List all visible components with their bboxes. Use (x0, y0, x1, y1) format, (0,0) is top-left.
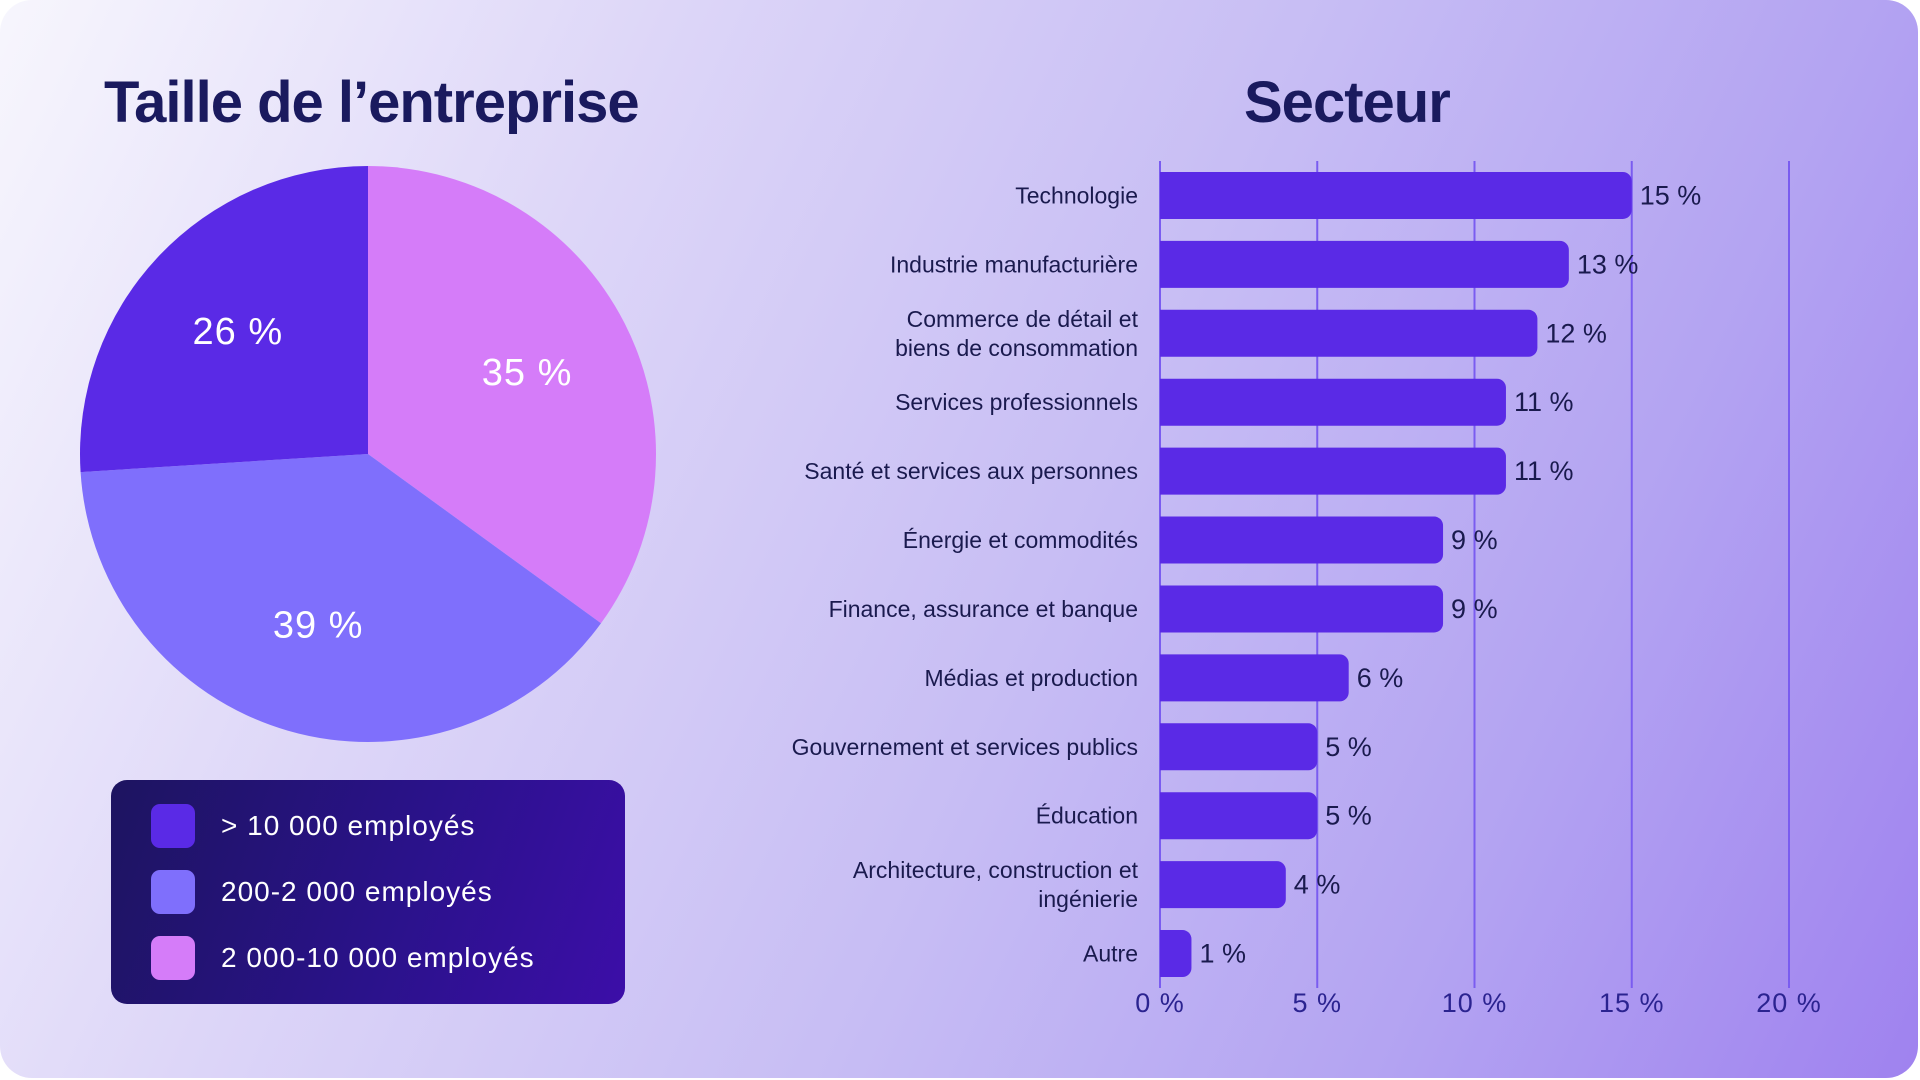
category-label-finance-assurance-et-banque: Finance, assurance et banque (829, 596, 1138, 622)
bar-chart-title: Secteur (1244, 70, 1451, 135)
category-label-medias-et-production: Médias et production (924, 665, 1138, 691)
value-label-services-professionnels: 11 % (1514, 387, 1574, 417)
legend-label-over-10000: > 10 000 employés (221, 810, 476, 841)
legend-item-over-10000: > 10 000 employés (151, 804, 475, 848)
bar-medias-et-production (1160, 654, 1349, 702)
bar-services-professionnels (1160, 378, 1506, 426)
x-tick-label-15: 15 % (1599, 988, 1665, 1018)
value-label-commerce-de-detail-et-biens-de-consommation: 12 % (1545, 318, 1607, 348)
category-label-education: Éducation (1036, 803, 1138, 829)
category-label-gouvernement-et-services-publics: Gouvernement et services publics (792, 734, 1138, 760)
bar-finance-assurance-et-banque (1160, 585, 1444, 633)
legend-item-200-2000: 200-2 000 employés (151, 870, 493, 914)
value-label-industrie-manufacturiere: 13 % (1577, 249, 1639, 279)
x-tick-label-10: 10 % (1442, 988, 1508, 1018)
bar-commerce-de-detail-et-biens-de-consommation (1160, 309, 1538, 357)
legend-label-2000-10000: 2 000-10 000 employés (221, 942, 535, 973)
bar-gouvernement-et-services-publics (1160, 723, 1318, 771)
value-label-finance-assurance-et-banque: 9 % (1451, 594, 1498, 624)
value-label-sante-et-services-aux-personnes: 11 % (1514, 456, 1574, 486)
pie-label-200-2-000-employes: 39 % (273, 604, 364, 646)
pie-slice-10-000-employes (80, 166, 368, 473)
bar-industrie-manufacturiere (1160, 240, 1569, 288)
category-label-energie-et-commodites: Énergie et commodités (903, 527, 1138, 553)
value-label-education: 5 % (1325, 801, 1372, 831)
legend-label-200-2000: 200-2 000 employés (221, 876, 493, 907)
pie-label-2-000-10-000-employes: 35 % (482, 352, 573, 394)
category-label-services-professionnels: Services professionnels (895, 389, 1138, 415)
x-tick-label-20: 20 % (1756, 988, 1822, 1018)
pie-chart: 35 % 39 % 26 % (80, 166, 657, 742)
value-label-autre: 1 % (1199, 939, 1246, 969)
bar-energie-et-commodites (1160, 516, 1444, 564)
category-label-industrie-manufacturiere: Industrie manufacturière (890, 251, 1138, 277)
pie-label-10-000-employes: 26 % (193, 311, 284, 353)
legend-swatch-over-10000 (151, 804, 195, 848)
legend-swatch-2000-10000 (151, 936, 195, 980)
pie-slice-2-000-10-000-employes (368, 166, 657, 624)
pie-legend: > 10 000 employés 200-2 000 employés 2 0… (111, 780, 625, 1004)
category-label-sante-et-services-aux-personnes: Santé et services aux personnes (804, 458, 1138, 484)
bar-autre (1160, 930, 1192, 978)
bar-sante-et-services-aux-personnes (1160, 447, 1506, 495)
value-label-technologie: 15 % (1640, 180, 1702, 210)
value-label-gouvernement-et-services-publics: 5 % (1325, 732, 1372, 762)
category-label-autre: Autre (1083, 941, 1138, 967)
x-tick-label-0: 0 % (1135, 988, 1185, 1018)
x-tick-label-5: 5 % (1292, 988, 1342, 1018)
bar-technologie (1160, 171, 1632, 219)
pie-chart-title: Taille de l’entreprise (104, 70, 640, 135)
bar-education (1160, 792, 1318, 840)
value-label-medias-et-production: 6 % (1357, 663, 1404, 693)
legend-swatch-200-2000 (151, 870, 195, 914)
value-label-architecture-construction-et-ingenierie: 4 % (1294, 870, 1341, 900)
category-label-technologie: Technologie (1015, 182, 1138, 208)
category-label-commerce-de-detail-et-biens-de-consommation: Commerce de détail et biens de consommati… (895, 306, 1139, 361)
pie-slice-200-2-000-employes (80, 454, 601, 742)
category-label-architecture-construction-et-ingenierie: Architecture, construction et ingénierie (853, 857, 1139, 912)
value-label-energie-et-commodites: 9 % (1451, 525, 1498, 555)
legend-item-2000-10000: 2 000-10 000 employés (151, 936, 535, 980)
bar-architecture-construction-et-ingenierie (1160, 861, 1286, 909)
